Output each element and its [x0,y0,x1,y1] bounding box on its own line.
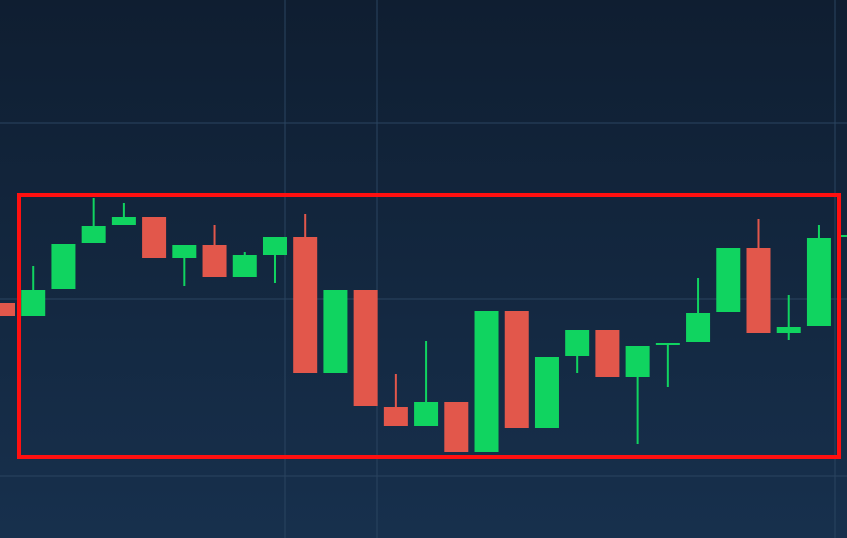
candle-body [716,248,741,312]
candle-body [353,290,378,406]
candle-body [806,238,831,326]
candle-body [81,226,106,243]
candle-body [323,290,348,373]
candle-body [414,402,439,426]
candle-body [474,311,499,452]
highlight-box [17,193,841,459]
candle-body [202,245,227,277]
candle-body [504,311,529,428]
candle-body [293,237,318,373]
candle-body [534,357,559,428]
candle-body [262,237,287,255]
candle-body [51,244,76,289]
candle-body [232,255,257,277]
candle-body [776,327,801,333]
candle-body [0,303,15,316]
candle-body [111,217,136,225]
candle-body [837,235,847,237]
candle-body [21,290,46,316]
candle-body [565,330,590,356]
candle-body [444,402,469,452]
candle-body [172,245,197,258]
candle-body [746,248,771,333]
candle-body [383,407,408,426]
candle-body [142,217,167,258]
candle-body [625,346,650,377]
candle-body [686,313,711,342]
candle-body [595,330,620,377]
candle-body [655,343,680,345]
candles [0,198,847,452]
